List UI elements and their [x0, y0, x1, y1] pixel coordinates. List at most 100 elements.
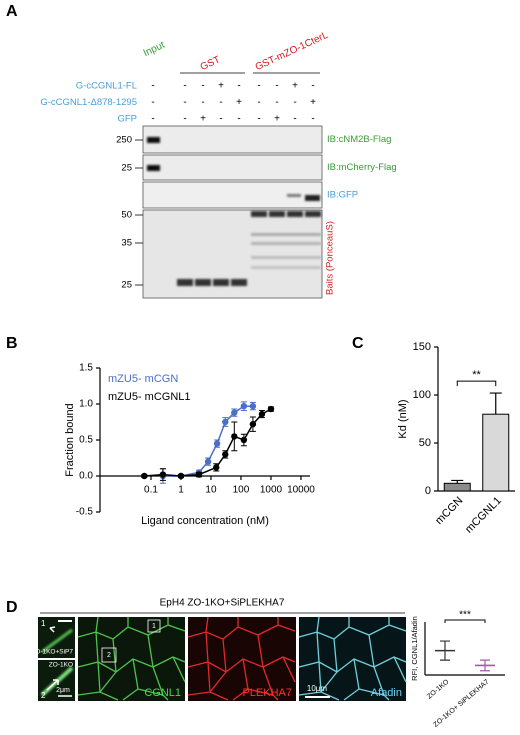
data-point: [258, 410, 266, 418]
microscopy: EpH4 ZO-1KO+SiPLEKHA7 1 2 ZO-1KO+SiP7 ZO…: [31, 598, 407, 701]
y-tick-label: 0.0: [79, 471, 93, 482]
box-number: 2: [107, 652, 111, 659]
condition-mark: -: [237, 114, 240, 125]
x-axis-label: Ligand concentration (nM): [141, 515, 269, 527]
y-tick-label: 100: [413, 389, 431, 401]
condition-mark: -: [151, 81, 154, 92]
inset-label: ZO-1KO+SiP7: [31, 649, 73, 656]
data-point: [267, 405, 275, 413]
data-point: [240, 402, 248, 410]
y-axis-label: RFI, CGNL1/Afadin: [410, 616, 419, 681]
data-point: [213, 440, 221, 447]
y-tick-label: 0: [425, 485, 431, 497]
condition-mark: -: [275, 97, 278, 108]
x-tick-label: 10000: [287, 485, 315, 496]
y-tick-label: 1.0: [79, 399, 93, 410]
condition-mark: -: [293, 97, 296, 108]
data-point: [231, 433, 238, 440]
x-tick-label: ZO-1KO: [426, 678, 451, 700]
condition-mark: +: [200, 114, 206, 125]
mw-marker: 50: [121, 210, 132, 221]
data-point: [141, 472, 148, 480]
channel-label: PLEKHA7: [242, 687, 292, 699]
scale-bar-label: 10μm: [307, 684, 328, 693]
lane-group-label: GST-mZO-1CterL: [254, 30, 331, 73]
x-tick-label: 1000: [260, 485, 283, 496]
lane-group-label: GST: [199, 54, 222, 73]
condition-mark: -: [257, 114, 260, 125]
bar: [482, 413, 510, 492]
y-tick-label: 150: [413, 341, 431, 353]
channel-label: CGNL1: [144, 687, 181, 699]
condition-mark: -: [201, 97, 204, 108]
y-axis-label: Fraction bound: [64, 403, 76, 476]
condition-mark: +: [236, 97, 242, 108]
significance-label: ***: [459, 610, 471, 621]
panel-label: D: [6, 599, 18, 616]
row-label: GFP: [117, 114, 137, 125]
condition-mark: -: [219, 114, 222, 125]
condition-mark: +: [310, 97, 316, 108]
data-point: [231, 409, 238, 416]
error-bar: [489, 392, 502, 415]
condition-mark: -: [293, 114, 296, 125]
condition-mark: -: [151, 114, 154, 125]
x-tick-label: 10: [205, 485, 217, 496]
bar: [443, 482, 471, 492]
condition-mark: +: [292, 81, 298, 92]
data-point: [249, 420, 257, 428]
panel-label: B: [6, 335, 18, 352]
scale-bar-label: 2μm: [56, 687, 70, 694]
condition-mark: -: [219, 97, 222, 108]
significance-label: **: [472, 369, 481, 381]
condition-mark: -: [201, 81, 204, 92]
inset-number: 1: [41, 619, 46, 628]
microscopy-title: EpH4 ZO-1KO+SiPLEKHA7: [160, 598, 285, 609]
mw-marker: 25: [121, 163, 132, 174]
condition-mark: -: [275, 81, 278, 92]
box-number: 1: [152, 623, 156, 630]
blot-label: IB:GFP: [327, 190, 358, 201]
blot-images: [142, 125, 323, 299]
data-point: [213, 464, 220, 471]
inset-label: ZO-1KO: [49, 662, 73, 669]
y-tick-label: 50: [419, 437, 431, 449]
condition-mark: +: [274, 114, 280, 125]
data-point: [204, 458, 212, 465]
data-point: [222, 418, 229, 426]
data-point: [222, 451, 229, 458]
condition-mark: -: [311, 114, 314, 125]
condition-mark: -: [311, 81, 314, 92]
condition-mark: -: [183, 114, 186, 125]
legend-label: mZU5- mCGNL1: [108, 391, 191, 403]
condition-mark: -: [237, 81, 240, 92]
inset-number: 2: [41, 691, 46, 700]
mw-marker: 25: [121, 280, 132, 291]
x-tick-label: 100: [233, 485, 250, 496]
blot-label: IB:cNM2B-Flag: [327, 134, 391, 145]
blot-label: Baits (PonceauS): [325, 221, 336, 295]
x-tick-label: mCGNL1: [463, 495, 504, 536]
mw-marker: 35: [121, 238, 132, 249]
data-point: [177, 472, 185, 480]
channel-label: Afadin: [371, 687, 402, 699]
x-tick-label: 0.1: [144, 485, 158, 496]
condition-mark: -: [257, 97, 260, 108]
data-point: [249, 402, 257, 410]
blot-label: IB:mCherry-Flag: [327, 162, 397, 173]
data-point: [159, 471, 167, 478]
y-axis-label: Kd (nM): [397, 399, 409, 438]
significance-bracket: [456, 380, 497, 387]
x-tick-label: 1: [178, 485, 184, 496]
y-tick-label: -0.5: [76, 507, 94, 518]
legend-label: mZU5- mCGN: [108, 373, 178, 385]
y-tick-label: 0.5: [79, 435, 93, 446]
condition-mark: -: [257, 81, 260, 92]
panel-label: C: [352, 335, 364, 352]
condition-mark: -: [183, 97, 186, 108]
series-line: [144, 408, 272, 477]
condition-mark: +: [218, 81, 224, 92]
data-point: [240, 436, 248, 444]
